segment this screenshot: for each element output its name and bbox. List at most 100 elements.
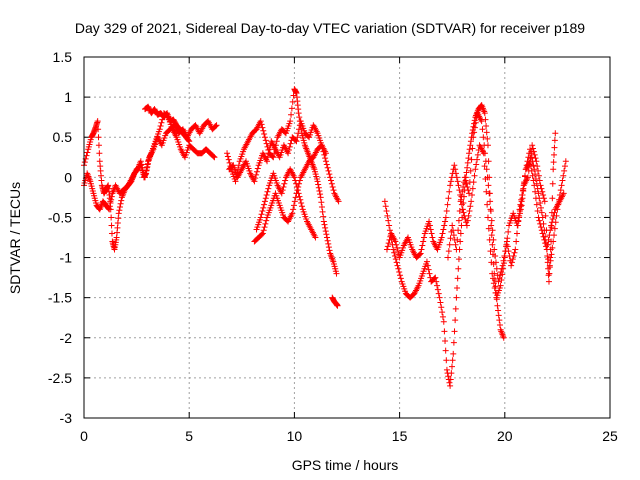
data-point [548,209,555,216]
data-point [319,208,326,215]
data-point [551,144,558,151]
data-point [261,201,268,208]
data-point [495,278,502,285]
data-point [447,376,454,383]
data-point [262,195,269,202]
data-point [391,249,398,256]
data-point [455,182,462,189]
data-point [393,259,400,266]
data-point [558,182,565,189]
data-point [292,177,299,184]
data-point [539,214,546,221]
data-point [466,179,473,186]
data-point [473,161,480,168]
data-point [329,183,336,190]
data-point [497,272,504,279]
data-point [545,278,552,285]
data-point [439,230,446,237]
data-point [485,182,492,189]
data-point [291,198,298,205]
data-point [260,204,267,211]
data-point [464,159,471,166]
data-point [539,230,546,237]
data-point [479,126,486,133]
data-point [294,134,301,141]
data-point [392,256,399,263]
data-point [326,171,333,178]
data-point [451,162,458,169]
data-point [322,158,329,165]
data-point [417,250,424,257]
data-point [253,168,260,175]
data-point [529,158,536,165]
data-point [439,313,446,320]
data-point [318,204,325,211]
data-point [382,203,389,210]
data-point [514,222,521,229]
data-point [555,201,562,208]
data-point [142,174,149,181]
data-point [279,187,286,194]
data-point [533,180,540,187]
data-point [457,198,464,205]
data-point [441,328,448,335]
data-point [281,180,288,187]
data-point [386,227,393,234]
data-point [158,119,165,126]
data-point [213,122,220,129]
data-point [423,258,430,265]
data-point [447,382,454,389]
data-point [265,150,272,157]
data-point [459,188,466,195]
data-point [464,183,471,190]
data-point [386,222,393,229]
data-point [288,105,295,112]
data-point [327,174,334,181]
data-point [456,208,463,215]
y-tick-label: 0 [64,169,72,185]
data-point [454,236,461,243]
data-point [500,257,507,264]
data-point [556,196,563,203]
data-point [542,233,549,240]
data-point [383,208,390,215]
data-point [445,248,452,255]
data-point [496,275,503,282]
data-point [296,114,303,121]
data-point [523,162,530,169]
data-point [471,172,478,179]
data-point [510,252,517,259]
data-point [488,222,495,229]
data-point [524,158,531,165]
data-point [290,202,297,209]
data-point [548,251,555,258]
data-point [515,217,522,224]
data-point [559,177,566,184]
data-point [540,220,547,227]
data-point [549,180,556,187]
data-point [224,153,231,160]
data-point [107,200,114,207]
data-point [186,138,193,145]
data-point [444,254,451,261]
data-point [505,248,512,255]
data-point [269,153,276,160]
data-point [505,228,512,235]
data-point [84,149,91,156]
data-point [492,259,499,266]
data-point [95,126,102,133]
x-tick-label: 5 [185,428,193,444]
data-point [317,194,324,201]
data-point [460,209,467,216]
data-point [448,174,455,181]
data-point [383,246,390,253]
data-point [532,155,539,162]
data-point [481,142,488,149]
data-point [503,238,510,245]
data-point [292,194,299,201]
data-point [260,127,267,134]
data-point [282,177,289,184]
data-point [330,187,337,194]
data-point [434,282,441,289]
data-point [447,182,454,189]
